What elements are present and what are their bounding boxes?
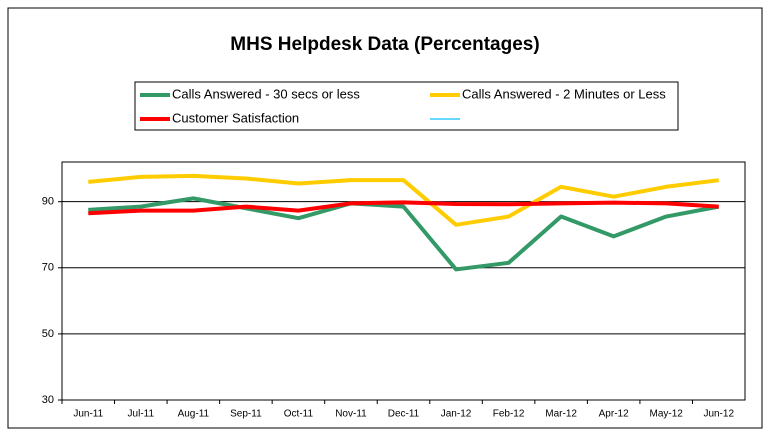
- x-tick-label: Oct-11: [284, 409, 314, 420]
- x-tick-label: Dec-11: [388, 409, 420, 420]
- legend-box: [134, 81, 679, 131]
- y-tick-label: 30: [42, 394, 54, 406]
- x-tick-label: Apr-12: [599, 409, 629, 420]
- chart-title: MHS Helpdesk Data (Percentages): [230, 34, 539, 55]
- series-line: [88, 173, 719, 227]
- x-tick-label: Mar-12: [545, 409, 577, 420]
- y-tick-label: 70: [42, 262, 54, 274]
- x-tick-label: Aug-11: [178, 409, 210, 420]
- x-tick-label: Jun-12: [703, 409, 734, 420]
- legend-label: Calls Answered - 2 Minutes or Less: [462, 86, 666, 101]
- x-tick-label: Nov-11: [335, 409, 367, 420]
- y-tick-label: 90: [42, 196, 54, 208]
- x-tick-label: May-12: [650, 409, 684, 420]
- series-line: [88, 196, 720, 272]
- chart-border: [7, 7, 763, 429]
- x-tick-label: Jul-11: [128, 409, 155, 420]
- x-tick-label: Jan-12: [441, 409, 472, 420]
- legend-label: Calls Answered - 30 secs or less: [172, 86, 360, 101]
- y-tick-label: 50: [42, 328, 54, 340]
- series-line: [88, 200, 719, 216]
- x-tick-label: Jun-11: [73, 409, 103, 420]
- x-tick-label: Feb-12: [493, 409, 525, 420]
- x-tick-label: Sep-11: [230, 409, 262, 420]
- legend-label: Customer Satisfaction: [172, 110, 299, 125]
